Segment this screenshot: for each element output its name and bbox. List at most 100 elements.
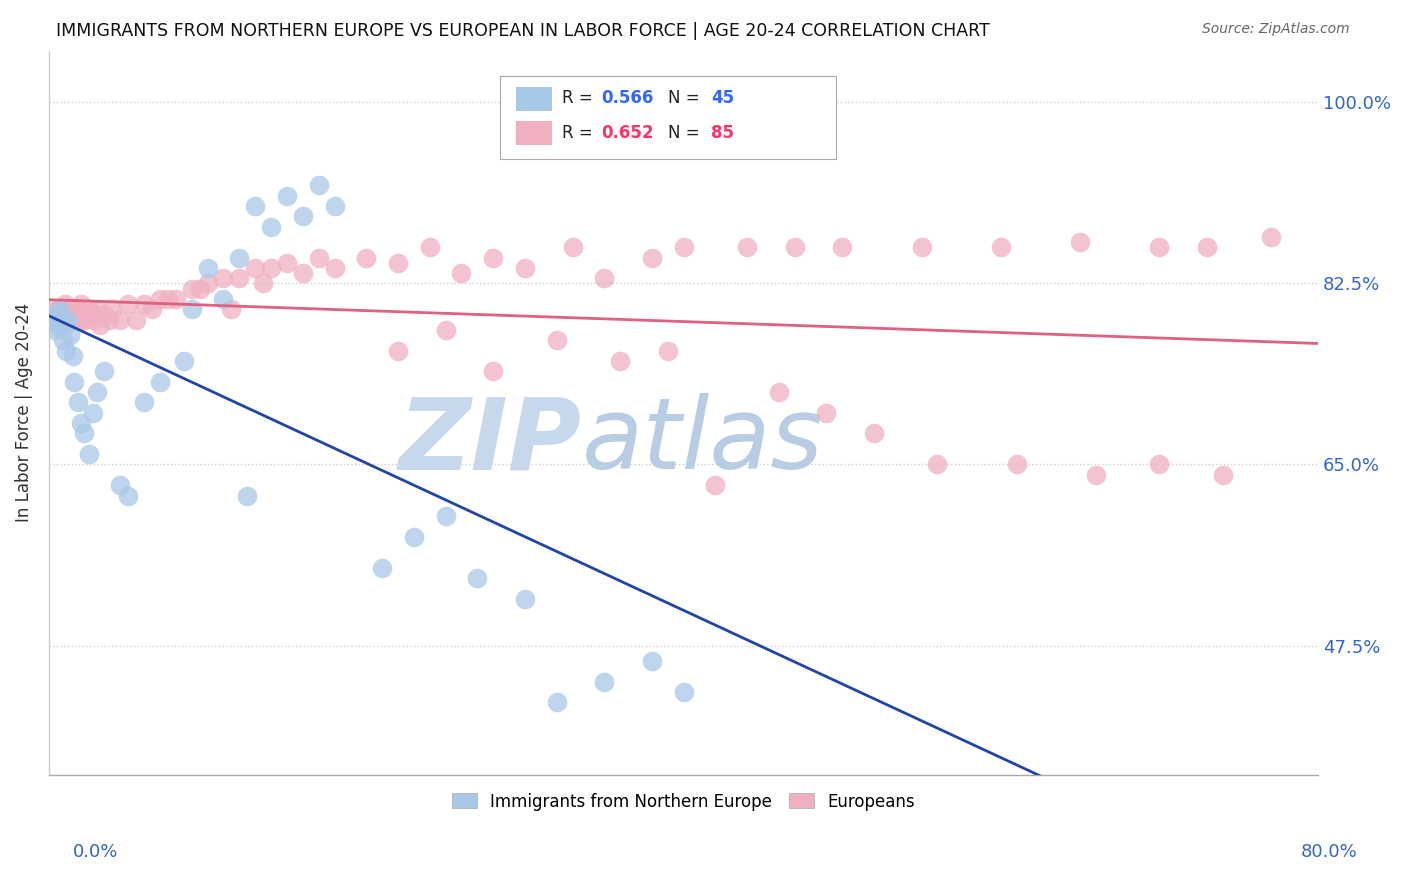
- Point: [86, 385, 108, 400]
- Point: [134, 395, 156, 409]
- Text: Source: ZipAtlas.com: Source: ZipAtlas.com: [1202, 22, 1350, 37]
- Point: [165, 292, 187, 306]
- Point: [910, 240, 932, 254]
- Point: [180, 302, 202, 317]
- Point: [672, 685, 695, 699]
- Point: [815, 406, 838, 420]
- Point: [402, 530, 425, 544]
- Point: [1149, 458, 1171, 472]
- Point: [672, 240, 695, 254]
- Point: [1212, 467, 1234, 482]
- Point: [77, 447, 100, 461]
- Point: [80, 308, 103, 322]
- Point: [44, 302, 66, 317]
- Point: [783, 240, 806, 254]
- Point: [58, 328, 80, 343]
- Point: [561, 240, 583, 254]
- Point: [42, 308, 65, 322]
- Point: [49, 302, 72, 317]
- Point: [593, 271, 616, 285]
- Text: ZIP: ZIP: [399, 393, 582, 491]
- Point: [260, 260, 283, 275]
- Point: [197, 260, 219, 275]
- Point: [65, 308, 87, 322]
- Point: [110, 478, 132, 492]
- Point: [482, 251, 505, 265]
- Point: [51, 302, 73, 317]
- Point: [69, 297, 91, 311]
- Text: 80.0%: 80.0%: [1301, 843, 1357, 861]
- Point: [245, 199, 267, 213]
- Text: 0.652: 0.652: [600, 123, 654, 142]
- Point: [356, 251, 378, 265]
- Point: [56, 312, 79, 326]
- Point: [52, 312, 75, 326]
- Point: [53, 297, 76, 311]
- Point: [260, 219, 283, 234]
- Point: [228, 251, 250, 265]
- Point: [228, 271, 250, 285]
- Point: [657, 343, 679, 358]
- Point: [125, 312, 148, 326]
- Point: [62, 312, 84, 326]
- Point: [149, 292, 172, 306]
- FancyBboxPatch shape: [499, 76, 835, 160]
- Point: [44, 323, 66, 337]
- Point: [236, 488, 259, 502]
- Point: [180, 282, 202, 296]
- Point: [66, 395, 89, 409]
- Point: [863, 426, 886, 441]
- Legend: Immigrants from Northern Europe, Europeans: Immigrants from Northern Europe, Europea…: [446, 786, 922, 817]
- Point: [117, 297, 139, 311]
- Point: [927, 458, 949, 472]
- Text: R =: R =: [562, 89, 598, 107]
- Point: [89, 318, 111, 332]
- Point: [60, 302, 83, 317]
- Point: [1085, 467, 1108, 482]
- Point: [641, 654, 664, 668]
- Point: [110, 312, 132, 326]
- Point: [48, 318, 70, 332]
- Point: [93, 364, 115, 378]
- Point: [173, 354, 195, 368]
- Text: 85: 85: [711, 123, 734, 142]
- Point: [323, 260, 346, 275]
- Point: [58, 308, 80, 322]
- Text: 0.566: 0.566: [600, 89, 654, 107]
- Point: [45, 312, 67, 326]
- Point: [482, 364, 505, 378]
- Point: [768, 385, 790, 400]
- Point: [45, 308, 67, 322]
- Point: [291, 209, 314, 223]
- Point: [53, 318, 76, 332]
- FancyBboxPatch shape: [516, 87, 551, 111]
- FancyBboxPatch shape: [516, 121, 551, 145]
- Point: [212, 271, 235, 285]
- Point: [82, 312, 104, 326]
- Point: [86, 302, 108, 317]
- Text: R =: R =: [562, 123, 598, 142]
- Point: [56, 302, 79, 317]
- Point: [101, 302, 124, 317]
- Point: [1005, 458, 1028, 472]
- Point: [66, 302, 89, 317]
- Point: [75, 312, 97, 326]
- Point: [63, 375, 86, 389]
- Point: [49, 308, 72, 322]
- Point: [1260, 230, 1282, 244]
- Point: [72, 312, 94, 326]
- Text: N =: N =: [668, 123, 706, 142]
- Text: atlas: atlas: [582, 393, 824, 491]
- Point: [134, 297, 156, 311]
- Point: [831, 240, 853, 254]
- Y-axis label: In Labor Force | Age 20-24: In Labor Force | Age 20-24: [15, 303, 32, 523]
- Point: [62, 349, 84, 363]
- Point: [212, 292, 235, 306]
- Point: [546, 695, 568, 709]
- Point: [387, 343, 409, 358]
- Point: [149, 375, 172, 389]
- Point: [1149, 240, 1171, 254]
- Point: [245, 260, 267, 275]
- Point: [546, 334, 568, 348]
- Point: [93, 308, 115, 322]
